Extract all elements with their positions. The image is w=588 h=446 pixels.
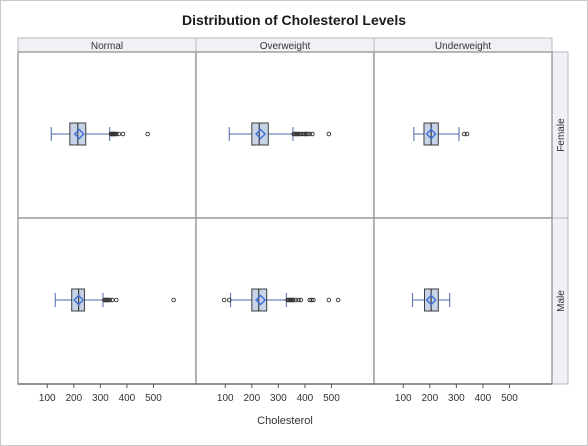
outlier-point: [310, 131, 315, 137]
panel-border: [373, 217, 553, 385]
column-header-label: Underweight: [435, 41, 491, 52]
x-tick-label: 500: [145, 393, 162, 404]
mean-marker: [73, 294, 85, 306]
outlier-point: [221, 297, 227, 303]
box-plot-female-underweight: [413, 122, 470, 146]
outlier-point: [114, 297, 119, 303]
box-plot-male-overweight: [221, 288, 341, 312]
x-tick-label: 200: [243, 393, 260, 404]
x-tick-label: 500: [323, 393, 340, 404]
x-tick-label: 300: [92, 393, 109, 404]
outlier-point: [227, 297, 232, 303]
box-plot-male-normal: [54, 288, 176, 312]
row-header-label: Female: [556, 118, 567, 152]
mean-marker: [255, 128, 267, 140]
mean-marker: [425, 128, 437, 140]
outlier-point: [293, 297, 299, 303]
outlier-point: [335, 297, 341, 303]
box-plot-male-underweight: [412, 288, 451, 312]
outlier-point: [305, 131, 310, 137]
mean-marker: [73, 128, 85, 140]
panel-border: [17, 51, 197, 219]
outlier-point: [307, 131, 312, 137]
x-tick-label: 100: [217, 393, 234, 404]
x-tick-label: 300: [448, 393, 465, 404]
chart-title: Distribution of Cholesterol Levels: [181, 12, 407, 28]
column-header-label: Overweight: [260, 41, 311, 52]
x-tick-label: 200: [421, 393, 438, 404]
row-header-label: Male: [556, 290, 567, 312]
x-tick-label: 200: [65, 393, 82, 404]
outlier-point: [309, 297, 314, 303]
box-iqr: [251, 122, 269, 146]
outlier-point: [171, 297, 176, 303]
outlier-point: [120, 131, 126, 137]
x-tick-label: 400: [119, 393, 136, 404]
outlier-point: [114, 131, 119, 137]
outlier-point: [311, 297, 316, 303]
mean-marker: [255, 294, 267, 306]
mean-marker: [425, 294, 437, 306]
outlier-point: [462, 131, 467, 137]
x-tick-label: 400: [475, 393, 492, 404]
outlier-point: [326, 131, 332, 137]
outlier-point: [107, 297, 113, 303]
x-tick-label: 500: [501, 393, 518, 404]
outlier-point: [464, 131, 470, 137]
box-plot-female-normal: [50, 122, 150, 146]
outlier-point: [326, 297, 332, 303]
x-tick-label: 100: [395, 393, 412, 404]
panel-border: [195, 51, 375, 219]
column-header-label: Normal: [91, 41, 123, 52]
x-tick-label: 300: [270, 393, 287, 404]
x-tick-label: 400: [297, 393, 314, 404]
box-plot-female-overweight: [228, 122, 332, 146]
outlier-point: [298, 297, 304, 303]
outlier-point: [296, 297, 301, 303]
outlier-point: [145, 131, 150, 137]
x-tick-label: 100: [39, 393, 56, 404]
x-axis-label: Cholesterol: [257, 415, 313, 427]
outlier-point: [290, 297, 296, 303]
